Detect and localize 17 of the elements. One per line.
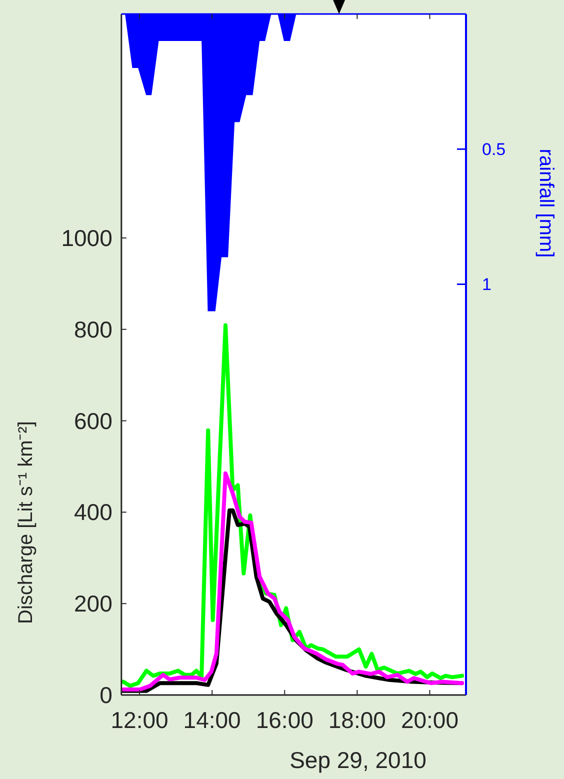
y-tick-label: 800 (74, 316, 112, 342)
y-tick-label: 600 (74, 408, 112, 434)
x-tick-label: 20:00 (400, 707, 459, 733)
x-tick-label: 18:00 (328, 707, 386, 733)
x-tick-label: 12:00 (110, 707, 168, 733)
y2-tick-label: 1 (482, 275, 492, 294)
line-series (121, 471, 464, 692)
x-tick-label: 14:00 (183, 707, 241, 733)
y-tick-label: 400 (74, 499, 112, 526)
y-tick-label: 1000 (61, 225, 112, 252)
y2-axis-title: rainfall [mm] (535, 148, 557, 258)
x-tick-label: 16:00 (256, 707, 314, 733)
y-axis-title: Discharge [Lit s⁻¹ km⁻²] (15, 421, 37, 624)
y-tick-label: 200 (74, 590, 112, 617)
x-axis-title: Sep 29, 2010 (290, 747, 426, 773)
y-tick-label: 0 (100, 682, 112, 708)
y2-tick-label: 0.5 (482, 140, 506, 160)
